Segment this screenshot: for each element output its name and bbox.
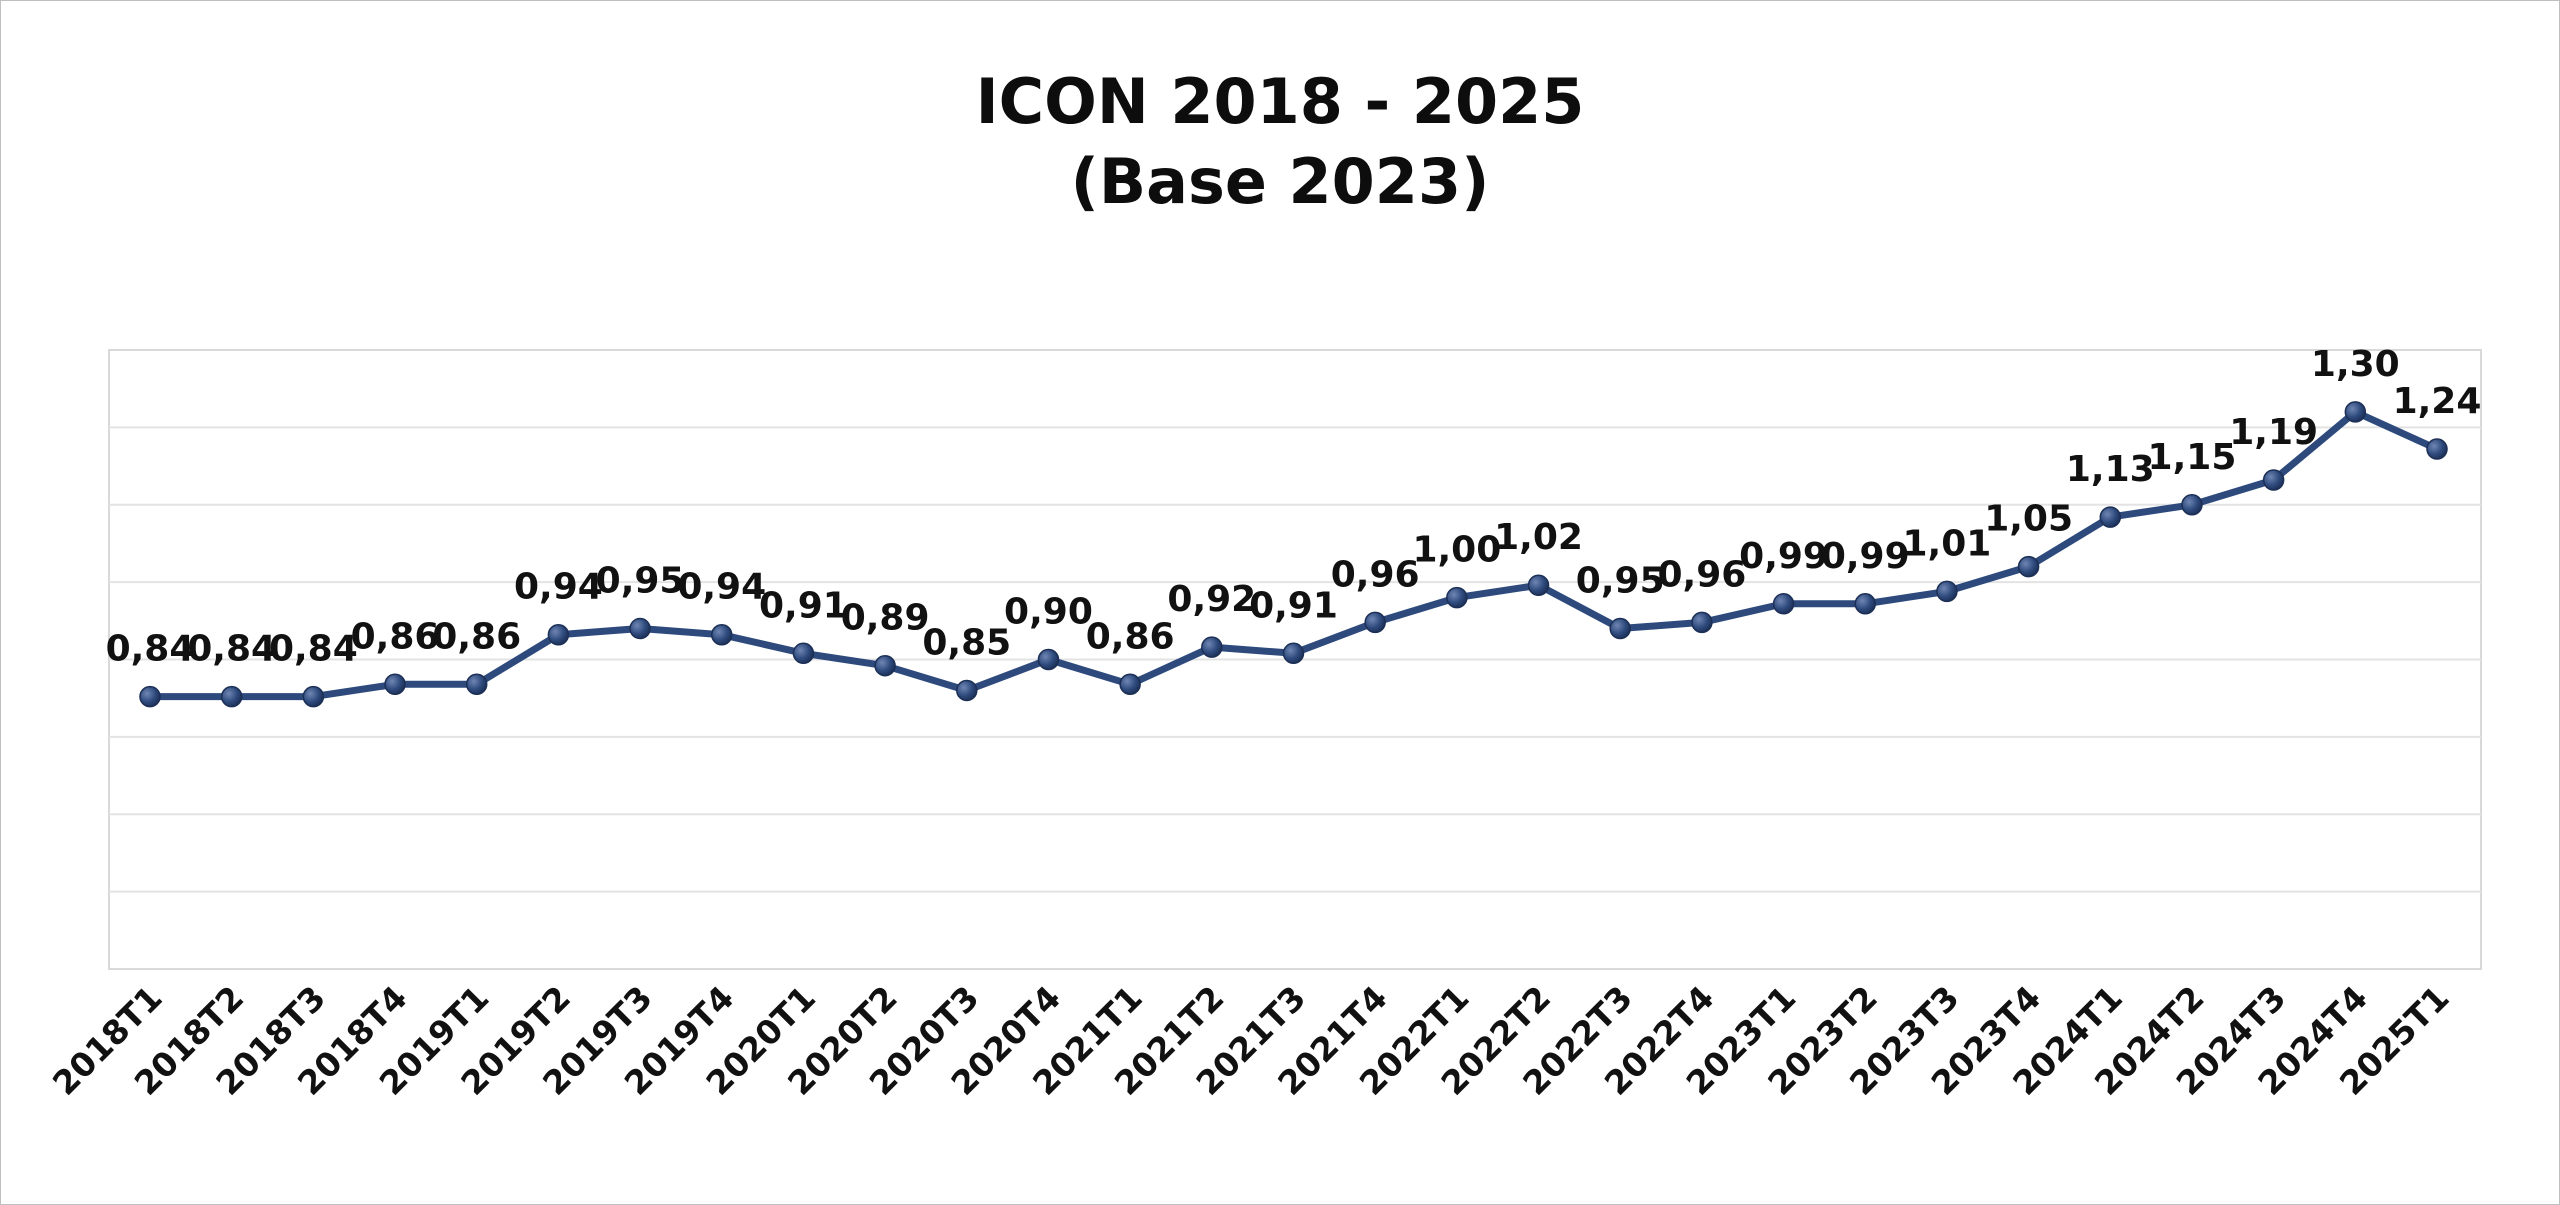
data-labels-group: 0,840,840,840,860,860,940,950,940,910,89… bbox=[106, 344, 2482, 670]
data-point bbox=[465, 673, 488, 696]
data-point bbox=[1282, 642, 1305, 665]
data-point bbox=[1119, 673, 1141, 696]
data-label: 0,99 bbox=[1739, 536, 1828, 577]
data-label: 0,86 bbox=[432, 616, 521, 657]
data-point bbox=[1691, 611, 1713, 634]
data-point bbox=[1854, 593, 1876, 615]
data-point bbox=[1446, 586, 1468, 609]
data-point bbox=[2426, 438, 2448, 460]
chart-title-block: ICON 2018 - 2025 (Base 2023) bbox=[0, 62, 2560, 222]
data-point bbox=[384, 673, 406, 696]
data-label: 0,95 bbox=[596, 561, 685, 602]
data-label: 1,13 bbox=[2066, 449, 2155, 490]
data-point bbox=[1772, 593, 1795, 615]
data-label: 0,85 bbox=[922, 622, 1011, 663]
chart-title: ICON 2018 - 2025 bbox=[975, 65, 1585, 138]
data-label: 0,95 bbox=[1576, 561, 1665, 602]
data-label: 0,84 bbox=[106, 629, 195, 670]
data-point bbox=[1609, 617, 1631, 640]
data-label: 1,01 bbox=[1903, 523, 1992, 564]
data-point bbox=[1201, 636, 1223, 658]
data-label: 0,94 bbox=[677, 567, 766, 608]
data-label: 1,19 bbox=[2229, 412, 2318, 453]
data-label: 0,91 bbox=[759, 585, 848, 626]
data-label: 0,94 bbox=[514, 567, 603, 608]
data-point bbox=[2181, 494, 2203, 516]
data-label: 0,96 bbox=[1331, 554, 1420, 595]
data-label: 1,05 bbox=[1984, 499, 2073, 540]
data-label: 0,91 bbox=[1249, 585, 1338, 626]
data-label: 1,00 bbox=[1412, 530, 1501, 571]
markers-group bbox=[139, 401, 2448, 708]
data-label: 0,89 bbox=[841, 598, 930, 639]
data-point bbox=[956, 679, 978, 702]
data-point bbox=[220, 685, 243, 708]
data-label: 1,24 bbox=[2393, 381, 2482, 422]
data-label: 0,90 bbox=[1004, 592, 1093, 633]
data-point bbox=[1936, 580, 1958, 603]
data-point bbox=[874, 654, 896, 677]
data-point bbox=[711, 623, 733, 646]
data-point bbox=[2017, 555, 2040, 578]
data-label: 0,92 bbox=[1167, 579, 1256, 620]
data-point bbox=[1364, 611, 1386, 634]
data-point bbox=[1527, 574, 1550, 596]
data-label: 0,96 bbox=[1657, 554, 1746, 595]
data-label: 1,15 bbox=[2148, 437, 2237, 478]
data-point bbox=[2344, 401, 2367, 423]
data-point bbox=[2099, 506, 2122, 528]
data-label: 0,86 bbox=[351, 616, 440, 657]
x-axis-ticks: 2018T12018T22018T32018T42019T12019T22019… bbox=[45, 978, 2457, 1103]
data-point bbox=[2262, 469, 2285, 491]
data-point bbox=[139, 685, 161, 708]
data-label: 0,86 bbox=[1086, 616, 1175, 657]
data-label: 0,99 bbox=[1821, 536, 1910, 577]
data-label: 1,30 bbox=[2311, 344, 2400, 385]
data-point bbox=[302, 685, 325, 708]
data-label: 0,84 bbox=[269, 629, 358, 670]
data-label: 0,84 bbox=[187, 629, 276, 670]
data-point bbox=[547, 623, 570, 646]
data-point bbox=[792, 642, 815, 665]
data-point bbox=[1037, 648, 1060, 671]
data-point bbox=[629, 617, 651, 640]
data-label: 1,02 bbox=[1494, 517, 1583, 558]
chart-subtitle: (Base 2023) bbox=[1070, 145, 1490, 218]
